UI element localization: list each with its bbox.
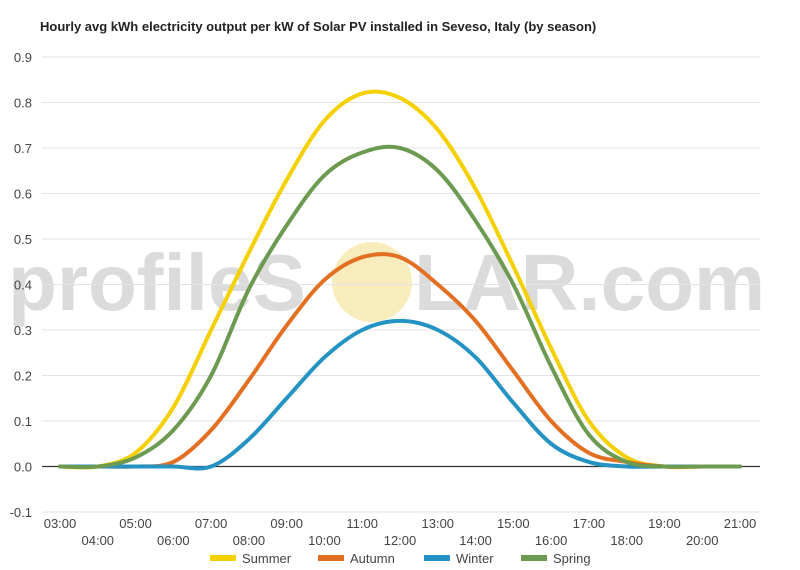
x-tick-label: 19:00 [648, 516, 681, 531]
y-tick-label: 0.1 [14, 414, 32, 429]
x-tick-label: 08:00 [233, 533, 266, 548]
series-lines [58, 89, 742, 471]
x-tick-label: 14:00 [459, 533, 492, 548]
y-tick-label: 0.5 [14, 232, 32, 247]
x-tick-label: 18:00 [610, 533, 643, 548]
x-tick-label: 09:00 [270, 516, 303, 531]
y-tick-label: 0.8 [14, 96, 32, 111]
y-tick-label: 0.7 [14, 141, 32, 156]
legend[interactable]: Summer Autumn Winter Spring [210, 551, 591, 566]
legend-label: Summer [242, 551, 292, 566]
x-tick-label: 17:00 [573, 516, 606, 531]
y-tick-label: -0.1 [10, 505, 32, 520]
watermark: profileS LAR.com [8, 238, 765, 327]
legend-swatch [521, 555, 547, 561]
x-tick-label: 07:00 [195, 516, 228, 531]
legend-swatch [210, 555, 236, 561]
series-line-summer [58, 89, 742, 470]
legend-item-spring[interactable]: Spring [521, 551, 591, 566]
x-tick-label: 10:00 [308, 533, 341, 548]
x-tick-label: 15:00 [497, 516, 530, 531]
series-line-spring [58, 144, 742, 470]
x-tick-label: 21:00 [724, 516, 757, 531]
y-axis: -0.1 0.0 0.1 0.2 0.3 0.4 0.5 0.6 0.7 0.8 0.9 [10, 50, 32, 520]
legend-item-summer[interactable]: Summer [210, 551, 292, 566]
x-tick-label: 05:00 [119, 516, 152, 531]
y-tick-label: 0.3 [14, 323, 32, 338]
x-tick-label: 12:00 [384, 533, 417, 548]
chart-title: Hourly avg kWh electricity output per kW… [40, 19, 597, 34]
grid [42, 56, 760, 513]
x-tick-label: 16:00 [535, 533, 568, 548]
x-tick-label: 13:00 [422, 516, 455, 531]
y-tick-label: 0.2 [14, 369, 32, 384]
legend-swatch [424, 555, 450, 561]
y-tick-label: 0.6 [14, 187, 32, 202]
x-tick-label: 20:00 [686, 533, 719, 548]
legend-label: Spring [553, 551, 591, 566]
y-tick-label: 0.4 [14, 278, 32, 293]
watermark-text-right: LAR.com [414, 238, 765, 327]
legend-label: Winter [456, 551, 494, 566]
x-tick-label: 11:00 [346, 516, 378, 531]
legend-swatch [318, 555, 344, 561]
y-tick-label: 0.0 [14, 460, 32, 475]
legend-item-autumn[interactable]: Autumn [318, 551, 395, 566]
watermark-text-left: profileS [8, 238, 306, 327]
x-tick-label: 03:00 [44, 516, 77, 531]
series-line-winter [58, 318, 742, 471]
x-tick-label: 06:00 [157, 533, 190, 548]
y-tick-label: 0.9 [14, 50, 32, 65]
x-axis: 03:00 04:00 05:00 06:00 07:00 08:00 09:00 10:00… [44, 516, 757, 548]
x-tick-label: 04:00 [82, 533, 115, 548]
legend-label: Autumn [350, 551, 395, 566]
legend-item-winter[interactable]: Winter [424, 551, 494, 566]
